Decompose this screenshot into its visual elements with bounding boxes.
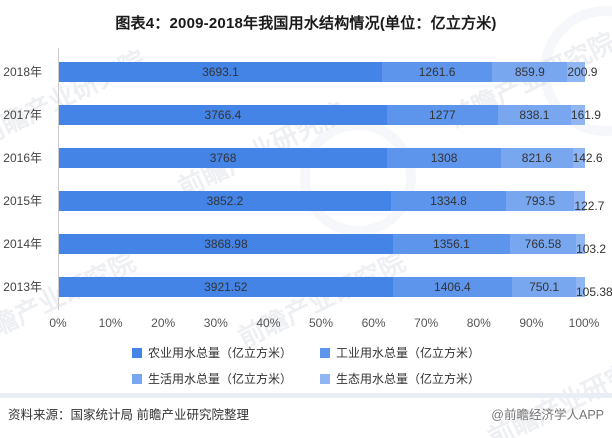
legend-item: 生活用水总量（亿立方米） <box>131 370 292 387</box>
legend-label: 生活用水总量（亿立方米） <box>147 372 292 386</box>
bar-segment: 1308 <box>387 148 502 168</box>
x-axis: 0% 10% 20% 30% 40% 50% 60% 70% 80% 90% 100% <box>49 316 599 332</box>
y-axis-label: 2018年 <box>3 65 42 79</box>
x-axis-tick: 40% <box>256 316 281 330</box>
bar-row: 3766.4 1277 838.1 161.9 <box>59 105 601 125</box>
bar-segment: 750.1 <box>512 277 576 297</box>
segment-value-label: 1261.6 <box>418 65 456 79</box>
legend-swatch <box>320 347 330 358</box>
bar-segment: 200.9 <box>567 62 598 82</box>
bar-segment: 105.38 <box>576 277 612 299</box>
x-axis-tick: 0% <box>49 316 67 330</box>
x-axis-tick: 20% <box>151 316 176 330</box>
legend-label: 生态用水总量（亿立方米） <box>336 372 481 386</box>
segment-value-label: 161.9 <box>570 108 601 122</box>
segment-value-label: 1334.8 <box>430 194 467 208</box>
legend-swatch <box>131 373 142 384</box>
bar-row: 3693.1 1261.6 859.9 200.9 <box>59 62 598 82</box>
y-axis-label: 2014年 <box>3 237 42 251</box>
segment-value-label: 1356.1 <box>433 237 470 251</box>
bar-segment: 3766.4 <box>59 105 387 125</box>
footer-divider <box>0 393 612 398</box>
bar-row: 3768 1308 821.6 142.6 <box>59 148 603 168</box>
segment-value-label: 3693.1 <box>202 65 239 79</box>
legend-label: 工业用水总量（亿立方米） <box>336 346 481 360</box>
footer: 资料来源：国家统计局 前瞻产业研究院整理 @前瞻经济学人APP <box>0 404 612 423</box>
bar-segment: 1356.1 <box>392 234 510 254</box>
source-note: 资料来源：国家统计局 前瞻产业研究院整理 <box>8 408 249 422</box>
segment-value-label: 793.5 <box>525 194 556 208</box>
segment-value-label: 3852.2 <box>206 194 244 208</box>
bar-segment: 3921.52 <box>59 277 393 297</box>
x-axis-tick: 10% <box>98 316 123 330</box>
chart-title: 图表4：2009-2018年我国用水结构情况(单位：亿立方米) <box>115 15 497 32</box>
segment-value-label: 1406.4 <box>434 280 471 294</box>
x-axis-tick: 80% <box>466 316 491 330</box>
segment-value-label: 838.1 <box>519 108 550 122</box>
legend-item: 农业用水总量（亿立方米） <box>131 344 292 361</box>
x-axis-tick: 60% <box>361 316 386 330</box>
segment-value-label: 3766.4 <box>204 108 242 122</box>
legend-item: 工业用水总量（亿立方米） <box>320 344 480 361</box>
x-axis-tick: 30% <box>203 316 228 330</box>
bar-segment: 838.1 <box>497 105 571 125</box>
bar-segment: 1277 <box>386 105 498 125</box>
bar-segment: 1261.6 <box>381 62 493 82</box>
segment-value-label: 3921.52 <box>204 280 248 294</box>
x-axis-tick: 50% <box>308 316 334 330</box>
y-axis-label: 2017年 <box>3 108 42 122</box>
bar-segment: 766.58 <box>509 234 577 254</box>
bar-segment: 793.5 <box>506 191 575 211</box>
plot-area: 3693.1 1261.6 859.9 200.9 3766.4 1277 838.1 161… <box>58 48 612 310</box>
bar-segment: 859.9 <box>492 62 568 82</box>
segment-value-label: 3768 <box>209 151 237 165</box>
legend-label: 农业用水总量（亿立方米） <box>147 346 292 360</box>
legend-swatch <box>131 347 142 358</box>
bar-segment: 3693.1 <box>59 62 382 82</box>
segment-value-label: 766.58 <box>524 237 562 251</box>
y-axis-label: 2013年 <box>3 280 42 294</box>
segment-value-label: 105.38 <box>576 285 612 299</box>
segment-value-label: 200.9 <box>567 65 598 79</box>
y-axis-labels: 2018年 2017年 2016年 2015年 2014年 2013年 <box>0 48 50 310</box>
x-axis-tick: 100% <box>568 316 600 330</box>
legend-swatch <box>320 373 330 384</box>
segment-value-label: 859.9 <box>514 65 545 79</box>
bar-segment: 3768 <box>59 148 388 168</box>
segment-value-label: 103.2 <box>576 242 607 256</box>
legend: 农业用水总量（亿立方米） 工业用水总量（亿立方米） 生活用水总量（亿立方米） 生态用水… <box>0 344 612 387</box>
bar-row: 3921.52 1406.4 750.1 105.38 <box>59 277 612 299</box>
bar-segment: 3852.2 <box>59 191 391 211</box>
segment-value-label: 142.6 <box>572 151 603 165</box>
bar-segment: 3868.98 <box>59 234 393 254</box>
bar-segment: 122.7 <box>574 191 604 213</box>
bar-segment: 1406.4 <box>392 277 513 297</box>
bar-row: 3852.2 1334.8 793.5 122.7 <box>59 191 604 213</box>
segment-value-label: 821.6 <box>521 151 552 165</box>
segment-value-label: 1277 <box>429 108 456 122</box>
segment-value-label: 1308 <box>430 151 458 165</box>
x-axis-tick: 70% <box>414 316 439 330</box>
legend-item: 生态用水总量（亿立方米） <box>320 370 480 387</box>
credit-note: @前瞻经济学人APP <box>491 408 604 422</box>
y-axis-label: 2015年 <box>3 194 42 208</box>
bar-segment: 103.2 <box>576 234 606 256</box>
x-axis-tick: 90% <box>519 316 544 330</box>
segment-value-label: 750.1 <box>529 280 560 294</box>
bar-segment: 1334.8 <box>390 191 507 211</box>
bar-segment: 142.6 <box>572 148 603 168</box>
y-axis-label: 2016年 <box>3 151 42 165</box>
bar-segment: 161.9 <box>570 105 601 125</box>
bar-segment: 821.6 <box>501 148 573 168</box>
segment-value-label: 122.7 <box>574 199 605 213</box>
segment-value-label: 3868.98 <box>204 237 248 251</box>
bar-row: 3868.98 1356.1 766.58 103.2 <box>59 234 606 256</box>
